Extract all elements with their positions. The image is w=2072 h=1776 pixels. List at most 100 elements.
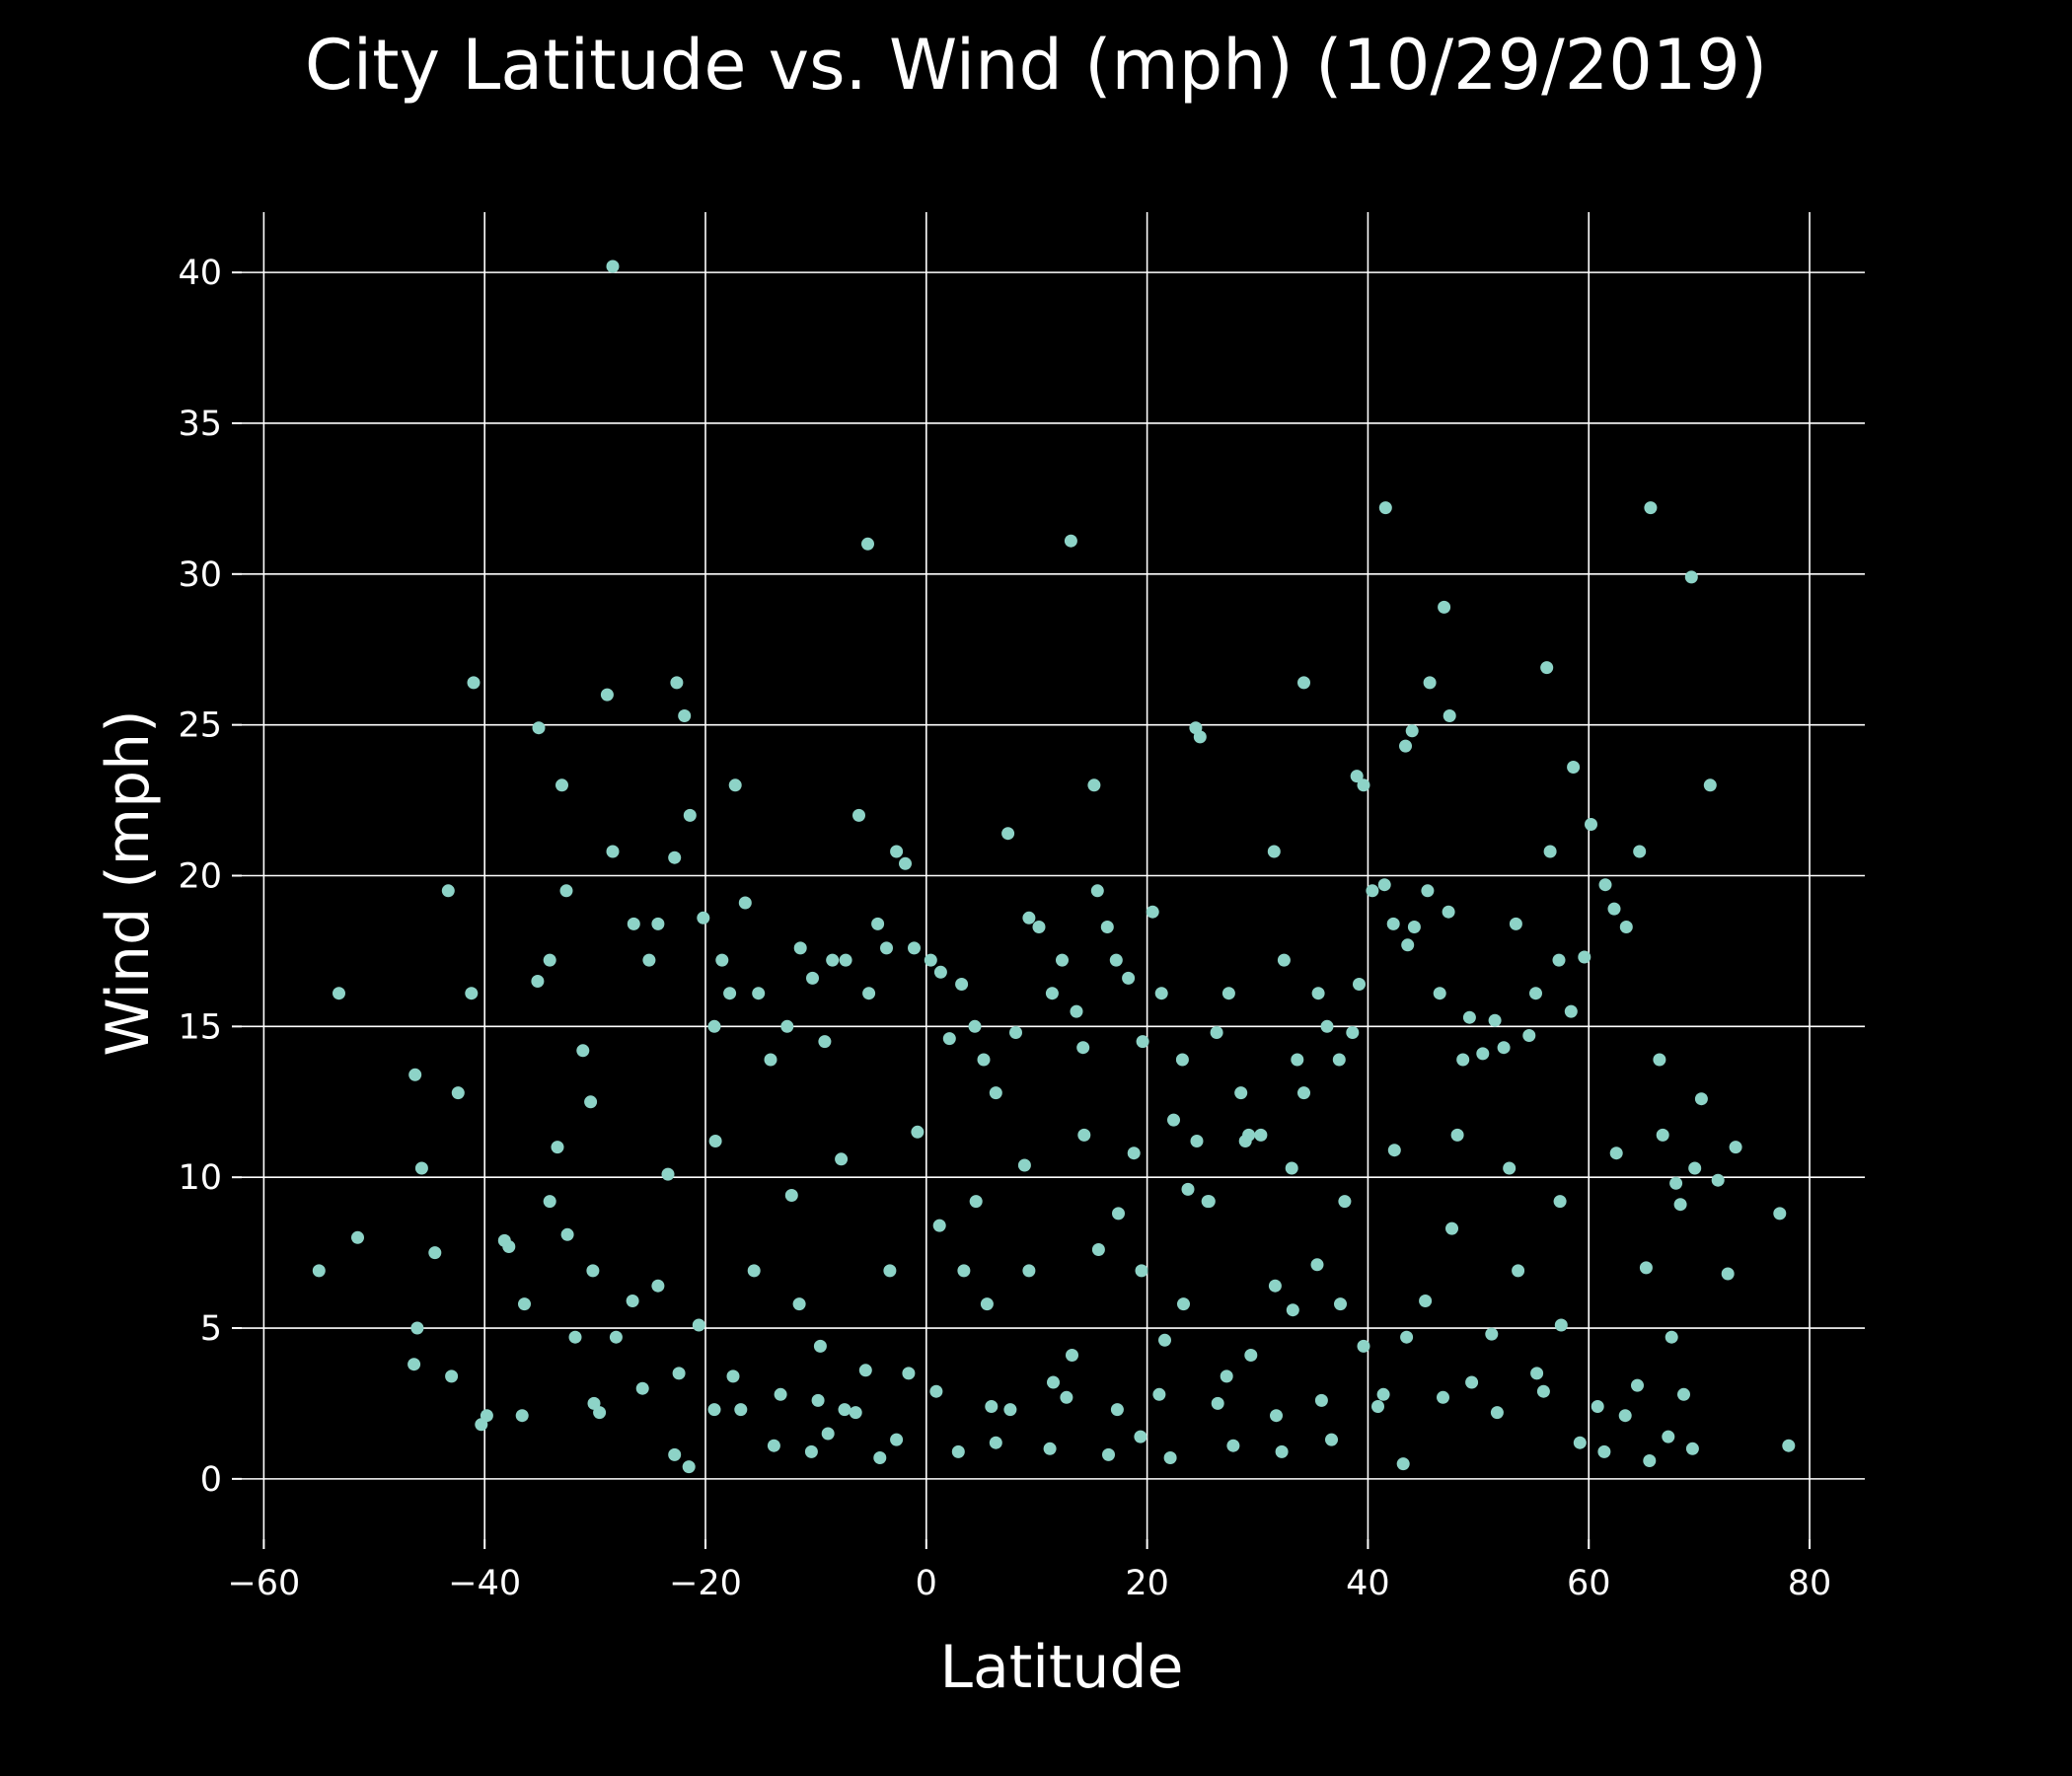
- y-tick-label: 20: [178, 857, 222, 897]
- data-point: [312, 1264, 326, 1278]
- data-point: [1607, 902, 1621, 916]
- data-point: [1009, 1026, 1022, 1039]
- data-point: [1401, 938, 1415, 952]
- y-tick-label: 5: [200, 1309, 222, 1349]
- data-point: [880, 941, 893, 955]
- data-point: [1076, 1041, 1090, 1055]
- data-point: [715, 953, 729, 967]
- data-point: [707, 1403, 721, 1417]
- data-point: [1325, 1433, 1338, 1446]
- x-tick-label: 20: [1125, 1564, 1169, 1603]
- data-point: [985, 1400, 999, 1413]
- data-point: [871, 917, 885, 930]
- data-point: [734, 1403, 748, 1417]
- data-point: [672, 1367, 686, 1380]
- data-point: [1234, 1086, 1248, 1100]
- data-point: [1503, 1161, 1517, 1175]
- data-point: [451, 1086, 465, 1100]
- data-point: [911, 1125, 925, 1139]
- data-point: [792, 1297, 806, 1311]
- data-point: [726, 1369, 740, 1383]
- data-point: [1357, 1339, 1370, 1353]
- data-point: [1357, 778, 1370, 792]
- data-point: [873, 1451, 887, 1464]
- data-point: [1320, 1019, 1334, 1033]
- data-point: [333, 987, 345, 1000]
- data-point: [1512, 1264, 1525, 1278]
- data-point: [942, 1032, 956, 1046]
- data-point: [1564, 1004, 1578, 1018]
- data-point: [890, 1433, 904, 1446]
- data-point: [932, 1219, 946, 1232]
- data-point: [1110, 1403, 1124, 1417]
- data-point: [1387, 1144, 1401, 1157]
- data-point: [1669, 1176, 1683, 1190]
- data-point: [1729, 1141, 1742, 1154]
- y-tick-label: 35: [178, 405, 222, 444]
- data-point: [1163, 1451, 1177, 1464]
- data-point: [1462, 1010, 1476, 1024]
- data-point: [1633, 845, 1647, 858]
- data-point: [1210, 1026, 1223, 1039]
- data-point: [465, 987, 479, 1000]
- data-point: [1201, 1195, 1215, 1209]
- data-point: [1490, 1406, 1504, 1420]
- data-point: [1311, 987, 1325, 1000]
- data-point: [497, 1233, 511, 1247]
- data-point: [543, 953, 556, 967]
- data-point: [1353, 978, 1366, 991]
- data-point: [806, 971, 819, 985]
- data-point: [980, 1297, 994, 1311]
- data-point: [1017, 1158, 1031, 1172]
- data-point: [518, 1297, 531, 1311]
- data-point: [908, 941, 921, 955]
- data-point: [584, 1095, 598, 1109]
- data-point: [1662, 1430, 1675, 1443]
- data-point: [1400, 1330, 1414, 1344]
- data-point: [407, 1358, 421, 1371]
- data-point: [818, 1035, 832, 1049]
- data-point: [1567, 761, 1581, 774]
- x-tick-label: −40: [448, 1564, 521, 1603]
- data-point: [1001, 827, 1015, 841]
- data-point: [839, 953, 852, 967]
- data-point: [861, 537, 874, 551]
- data-point: [480, 1409, 493, 1423]
- data-point: [723, 987, 737, 1000]
- data-point: [1665, 1330, 1678, 1344]
- data-point: [515, 1409, 529, 1423]
- data-point: [1338, 1195, 1352, 1209]
- data-point: [668, 851, 682, 864]
- data-point: [531, 975, 545, 988]
- data-point: [838, 1403, 851, 1417]
- data-point: [651, 917, 665, 930]
- data-point: [804, 1444, 818, 1458]
- data-point: [1530, 1367, 1544, 1380]
- data-point: [568, 1330, 582, 1344]
- data-point: [1226, 1439, 1240, 1452]
- data-point: [1644, 501, 1658, 515]
- data-point: [1386, 917, 1400, 930]
- data-point: [811, 1393, 825, 1407]
- data-point: [989, 1086, 1002, 1100]
- data-point: [1366, 884, 1379, 898]
- data-point: [708, 1135, 722, 1147]
- data-point: [1112, 1207, 1125, 1221]
- data-point: [1221, 987, 1235, 1000]
- data-point: [670, 676, 684, 690]
- data-point: [1396, 1457, 1410, 1471]
- data-point: [852, 808, 865, 822]
- data-point: [543, 1195, 556, 1209]
- grid-layer: [242, 212, 1865, 1539]
- data-point: [1656, 1128, 1669, 1142]
- data-point: [890, 845, 904, 858]
- data-point: [642, 953, 656, 967]
- data-point: [707, 1019, 721, 1033]
- data-point: [1220, 1369, 1233, 1383]
- y-tick-label: 30: [178, 555, 222, 595]
- data-point: [1152, 1387, 1166, 1401]
- x-tick-label: 0: [916, 1564, 937, 1603]
- data-point: [924, 953, 937, 967]
- data-point: [780, 1019, 794, 1033]
- y-tick-label: 40: [178, 254, 222, 293]
